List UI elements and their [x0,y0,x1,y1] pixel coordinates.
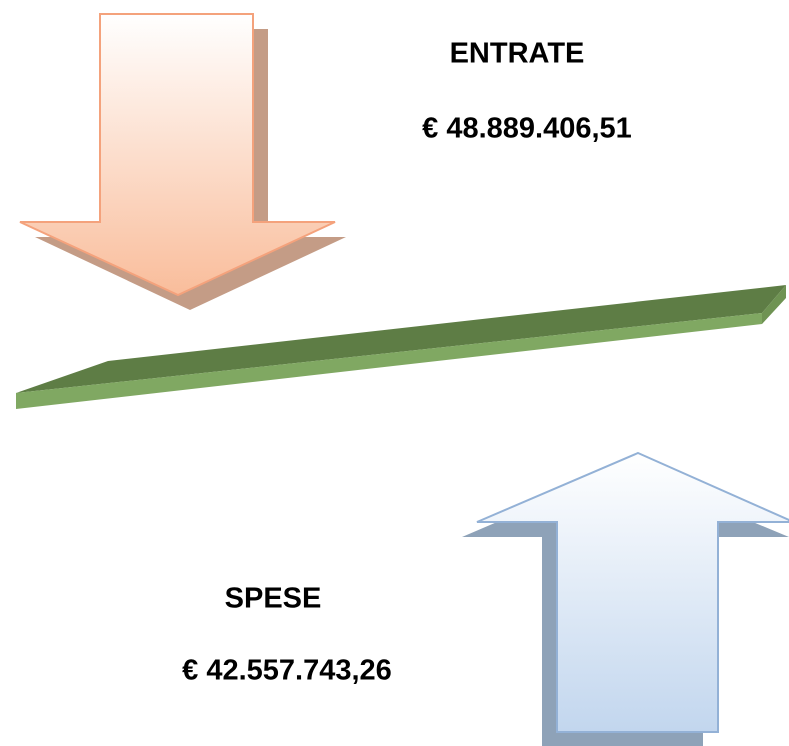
spese-amount: € 42.557.743,26 [182,655,392,687]
entrate-label: ENTRATE [450,38,585,70]
beam-end [762,285,786,324]
beam-front [16,313,762,409]
down-arrow [19,13,336,297]
up-arrow [476,451,789,733]
beam-top [16,285,786,393]
spese-label: SPESE [225,583,322,615]
entrate-amount: € 48.889.406,51 [422,113,632,145]
